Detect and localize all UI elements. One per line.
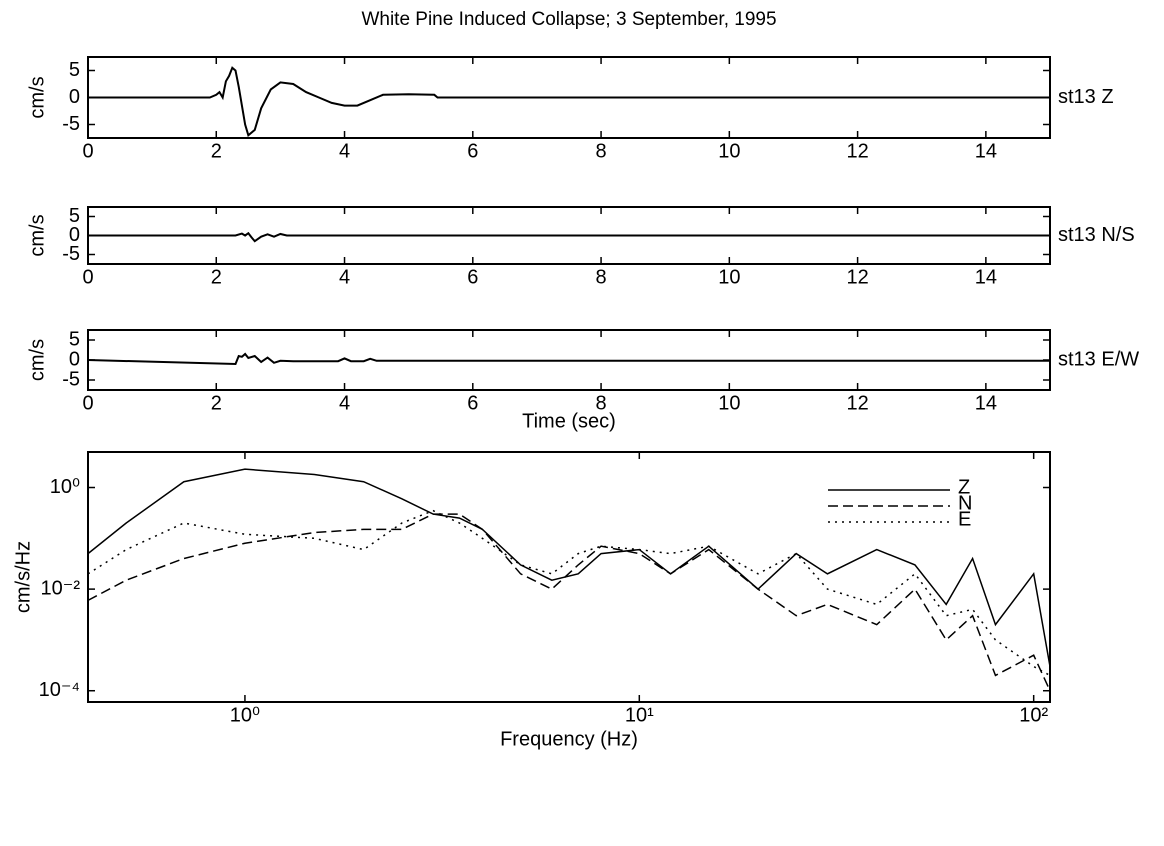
x-tick-label: 0 xyxy=(82,266,93,288)
x-tick-label: 4 xyxy=(339,392,350,414)
y-tick-label: 5 xyxy=(69,205,80,227)
chart-title: White Pine Induced Collapse; 3 September… xyxy=(361,9,776,30)
y-axis-label: cm/s xyxy=(26,214,48,256)
x-tick-label: 8 xyxy=(596,392,607,414)
y-axis-label: cm/s xyxy=(26,76,48,118)
data-line xyxy=(87,468,1051,667)
plot-frame xyxy=(87,451,1051,703)
legend-label: Z xyxy=(958,476,970,498)
x-tick-label: 4 xyxy=(339,140,350,162)
x-tick-label: 2 xyxy=(211,392,222,414)
x-tick-label: 14 xyxy=(975,140,997,162)
x-tick-label: 8 xyxy=(596,140,607,162)
series-label: st13 E/W xyxy=(1058,348,1139,370)
x-tick-label: 14 xyxy=(975,392,997,414)
series-label: st13 Z xyxy=(1058,86,1114,108)
x-tick-label: 2 xyxy=(211,266,222,288)
x-tick-label: 6 xyxy=(467,392,478,414)
legend-label: N xyxy=(958,492,972,514)
y-tick-label: -5 xyxy=(62,243,80,265)
x-tick-label: 14 xyxy=(975,266,997,288)
y-axis-label: cm/s/Hz xyxy=(12,541,34,613)
y-tick-label: 10⁻⁴ xyxy=(39,679,80,701)
x-tick-label: 6 xyxy=(467,266,478,288)
y-tick-label: 0 xyxy=(69,86,80,108)
x-tick-label: 6 xyxy=(467,140,478,162)
data-line xyxy=(88,231,1050,243)
x-axis-label: Frequency (Hz) xyxy=(500,728,638,750)
x-tick-label: 12 xyxy=(846,140,868,162)
x-tick-label: 12 xyxy=(846,266,868,288)
x-tick-label: 10¹ xyxy=(625,704,654,726)
y-tick-label: -5 xyxy=(62,368,80,390)
series-label: st13 N/S xyxy=(1058,224,1135,246)
y-tick-label: 0 xyxy=(69,224,80,246)
data-line xyxy=(87,352,1050,366)
x-tick-label: 10² xyxy=(1019,704,1048,726)
x-tick-label: 10 xyxy=(718,140,740,162)
x-tick-label: 4 xyxy=(339,266,350,288)
x-axis-label: Time (sec) xyxy=(522,410,616,432)
x-tick-label: 0 xyxy=(82,140,93,162)
y-tick-label: 0 xyxy=(69,348,80,370)
data-line xyxy=(87,509,1051,677)
y-tick-label: 5 xyxy=(69,59,80,81)
x-tick-label: 10 xyxy=(718,392,740,414)
x-tick-label: 12 xyxy=(846,392,868,414)
x-tick-label: 8 xyxy=(596,266,607,288)
y-axis-label: cm/s xyxy=(26,339,48,381)
x-tick-label: 0 xyxy=(82,392,93,414)
y-tick-label: 5 xyxy=(69,328,80,350)
data-line xyxy=(88,66,1050,138)
y-tick-label: -5 xyxy=(62,113,80,135)
x-tick-label: 10 xyxy=(718,266,740,288)
legend-label: E xyxy=(958,508,971,530)
x-tick-label: 2 xyxy=(211,140,222,162)
data-line xyxy=(87,513,1051,692)
y-tick-label: 10⁰ xyxy=(50,476,80,498)
x-tick-label: 10⁰ xyxy=(230,704,260,726)
y-tick-label: 10⁻² xyxy=(41,577,81,599)
